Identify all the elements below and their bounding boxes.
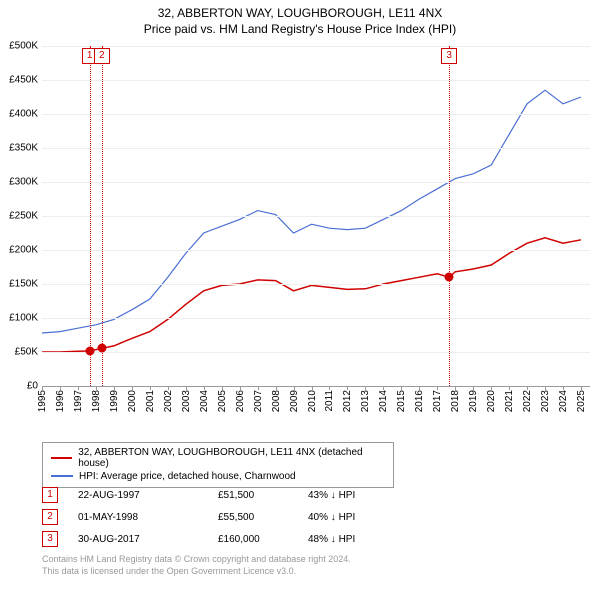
y-axis-label: £300K	[9, 177, 38, 188]
sale-marker-box: 3	[441, 48, 457, 64]
x-axis-label: 1998	[91, 390, 102, 412]
chart-container: 32, ABBERTON WAY, LOUGHBOROUGH, LE11 4NX…	[0, 0, 600, 590]
x-axis-label: 2004	[199, 390, 210, 412]
x-axis-label: 2001	[145, 390, 156, 412]
y-gridline	[42, 114, 590, 115]
legend-swatch	[51, 457, 72, 459]
sales-row-price: £160,000	[218, 534, 308, 545]
y-axis-label: £100K	[9, 313, 38, 324]
legend-label: 32, ABBERTON WAY, LOUGHBOROUGH, LE11 4NX…	[78, 447, 385, 469]
sales-row-date: 30-AUG-2017	[78, 534, 218, 545]
x-axis-label: 2016	[414, 390, 425, 412]
y-axis-label: £400K	[9, 109, 38, 120]
x-axis-label: 2008	[271, 390, 282, 412]
x-axis-label: 2012	[342, 390, 353, 412]
title-block: 32, ABBERTON WAY, LOUGHBOROUGH, LE11 4NX…	[0, 0, 600, 36]
y-axis-label: £200K	[9, 245, 38, 256]
x-axis-label: 2006	[235, 390, 246, 412]
x-axis-label: 2002	[163, 390, 174, 412]
y-gridline	[42, 182, 590, 183]
series-price_paid	[42, 238, 581, 352]
sale-marker-dot	[445, 273, 454, 282]
sales-row-diff: 40% ↓ HPI	[308, 512, 428, 523]
y-gridline	[42, 148, 590, 149]
x-axis-label: 2021	[504, 390, 515, 412]
footer-line-2: This data is licensed under the Open Gov…	[42, 566, 351, 578]
sales-row: 3 30-AUG-2017£160,00048% ↓ HPI	[42, 528, 428, 550]
y-gridline	[42, 352, 590, 353]
x-axis-label: 2007	[253, 390, 264, 412]
sales-table: 1 22-AUG-1997£51,50043% ↓ HPI 2 01-MAY-1998…	[42, 484, 428, 550]
y-axis-label: £350K	[9, 143, 38, 154]
sales-row-diff: 48% ↓ HPI	[308, 534, 428, 545]
y-axis-label: £500K	[9, 41, 38, 52]
y-axis-label: £150K	[9, 279, 38, 290]
footer-attribution: Contains HM Land Registry data © Crown c…	[42, 554, 351, 577]
y-gridline	[42, 46, 590, 47]
legend: 32, ABBERTON WAY, LOUGHBOROUGH, LE11 4NX…	[42, 442, 394, 488]
sales-row-date: 22-AUG-1997	[78, 490, 218, 501]
legend-row: 32, ABBERTON WAY, LOUGHBOROUGH, LE11 4NX…	[51, 447, 385, 469]
x-axis-label: 2023	[540, 390, 551, 412]
sales-row-marker: 2	[42, 509, 58, 525]
sale-marker-line	[449, 46, 450, 386]
title-line-1: 32, ABBERTON WAY, LOUGHBOROUGH, LE11 4NX	[0, 6, 600, 20]
y-gridline	[42, 284, 590, 285]
x-axis-label: 2000	[127, 390, 138, 412]
footer-line-1: Contains HM Land Registry data © Crown c…	[42, 554, 351, 566]
x-axis-label: 2005	[217, 390, 228, 412]
sales-row-marker: 3	[42, 531, 58, 547]
sale-marker-line	[102, 46, 103, 386]
y-axis-label: £250K	[9, 211, 38, 222]
x-axis-label: 1995	[37, 390, 48, 412]
y-gridline	[42, 250, 590, 251]
sales-row-marker: 1	[42, 487, 58, 503]
legend-row: HPI: Average price, detached house, Char…	[51, 469, 385, 483]
sales-row-date: 01-MAY-1998	[78, 512, 218, 523]
y-gridline	[42, 80, 590, 81]
x-axis-label: 2017	[432, 390, 443, 412]
sales-row: 2 01-MAY-1998£55,50040% ↓ HPI	[42, 506, 428, 528]
plot-area: £0£50K£100K£150K£200K£250K£300K£350K£400…	[42, 46, 590, 387]
sales-row-diff: 43% ↓ HPI	[308, 490, 428, 501]
x-axis-label: 2018	[450, 390, 461, 412]
x-axis-label: 1997	[73, 390, 84, 412]
x-axis-label: 2009	[289, 390, 300, 412]
x-axis-label: 2024	[558, 390, 569, 412]
y-gridline	[42, 216, 590, 217]
x-axis-label: 2025	[576, 390, 587, 412]
y-axis-label: £50K	[15, 347, 38, 358]
series-hpi	[42, 90, 581, 333]
sales-row-price: £51,500	[218, 490, 308, 501]
chart-area: £0£50K£100K£150K£200K£250K£300K£350K£400…	[42, 46, 590, 410]
x-axis-label: 2010	[307, 390, 318, 412]
legend-label: HPI: Average price, detached house, Char…	[79, 471, 296, 482]
x-axis-label: 2015	[396, 390, 407, 412]
sales-row: 1 22-AUG-1997£51,50043% ↓ HPI	[42, 484, 428, 506]
x-axis-label: 2019	[468, 390, 479, 412]
sale-marker-dot	[85, 346, 94, 355]
y-gridline	[42, 318, 590, 319]
x-axis-label: 2020	[486, 390, 497, 412]
legend-swatch	[51, 475, 73, 477]
sales-row-price: £55,500	[218, 512, 308, 523]
x-axis-label: 2003	[181, 390, 192, 412]
x-axis-label: 2014	[378, 390, 389, 412]
sale-marker-box: 2	[94, 48, 110, 64]
title-line-2: Price paid vs. HM Land Registry's House …	[0, 22, 600, 36]
sale-marker-dot	[97, 344, 106, 353]
x-axis-label: 2022	[522, 390, 533, 412]
x-axis-label: 2013	[360, 390, 371, 412]
x-axis-label: 2011	[324, 390, 335, 412]
sale-marker-line	[90, 46, 91, 386]
y-axis-label: £450K	[9, 75, 38, 86]
x-axis-label: 1996	[55, 390, 66, 412]
x-axis-label: 1999	[109, 390, 120, 412]
